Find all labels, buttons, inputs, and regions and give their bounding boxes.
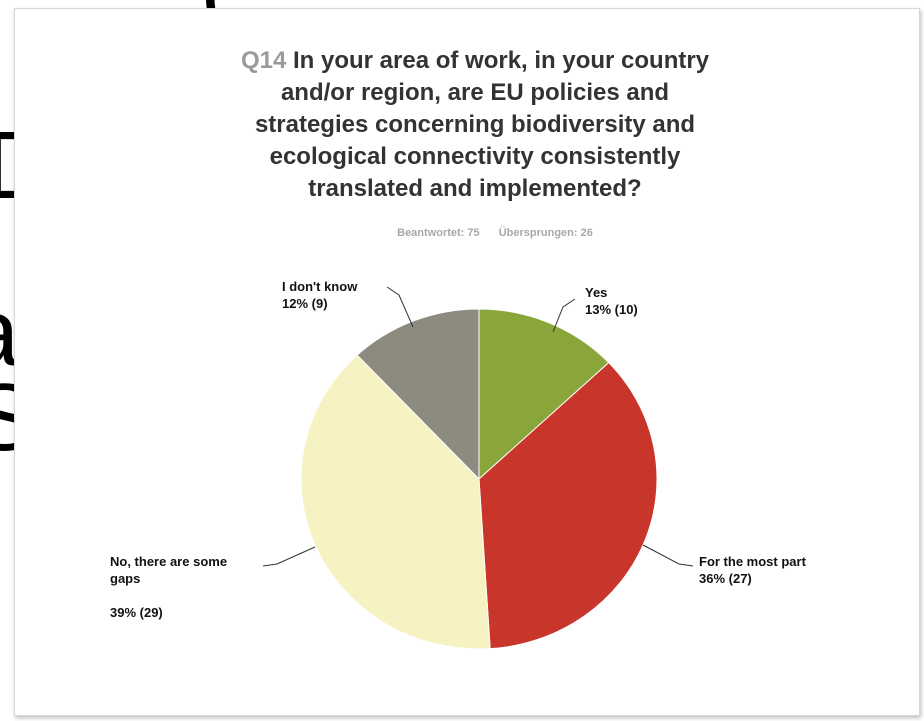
title-line: and/or region, are EU policies and	[280, 79, 670, 106]
title-line: Q14 In your area of work, in your countr…	[175, 45, 775, 77]
leader-line	[642, 544, 694, 567]
slice-label: Yes	[585, 285, 607, 300]
leader-line	[552, 298, 576, 333]
slice-label: 13% (10)	[585, 302, 638, 317]
answered-count: Beantwortet: 75	[397, 227, 480, 239]
title-text: In your area of work, in your country	[292, 47, 710, 74]
slice-label: 12% (9)	[282, 296, 328, 311]
question-number: Q14	[240, 47, 287, 74]
title-line: ecological connectivity consistently	[269, 143, 681, 170]
pie-slice-yes	[478, 308, 610, 481]
pie-chart: Yes 13% (10) For the most part 36% (27) No, …	[110, 279, 807, 650]
chart-title: Q14 In your area of work, in your countr…	[175, 45, 775, 205]
response-stats: Beantwortet: 75 Übersprungen: 26	[315, 227, 675, 239]
pie-slice-no-there-are-some-gaps	[300, 354, 491, 650]
slice-label: For the most part	[699, 554, 807, 569]
title-line: strategies concerning biodiversity and	[254, 111, 696, 138]
slice-label: gaps	[110, 571, 140, 586]
pie-slice-i-don-t-know	[356, 308, 480, 481]
skipped-count: Übersprungen: 26	[498, 227, 593, 239]
leader-line	[386, 286, 414, 328]
leader-line	[262, 546, 316, 567]
slice-label: 36% (27)	[699, 571, 752, 586]
pie-slice-for-the-most-part	[478, 361, 658, 650]
title-line: translated and implemented?	[308, 175, 642, 202]
slice-label: 39% (29)	[110, 605, 163, 620]
slice-label: No, there are some	[110, 554, 227, 569]
chart-panel: Q14 In your area of work, in your countr…	[14, 8, 920, 716]
slice-label: I don't know	[282, 279, 358, 294]
